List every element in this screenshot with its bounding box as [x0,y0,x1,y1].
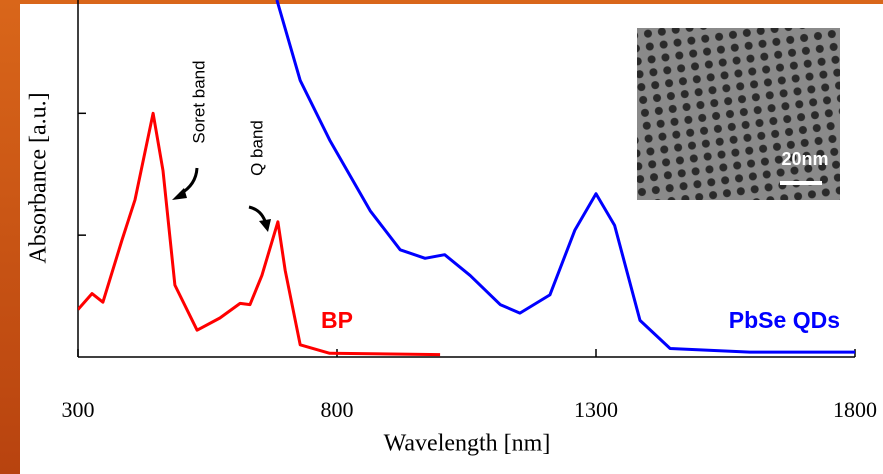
series-line [78,111,441,357]
slide-edge [0,0,20,474]
annotation: Q band [247,120,266,176]
y-axis-title: Absorbance [a.u.] [26,92,52,263]
x-tick-label: 1300 [574,397,618,422]
series-label: PbSe QDs [729,307,840,333]
x-tick-label: 1800 [833,397,877,422]
x-tick-label: 300 [62,397,95,422]
x-tick-label: 800 [321,397,354,422]
slide-edge-top [0,0,883,4]
arrow-heads [172,188,271,232]
series-line [275,0,855,354]
x-axis-title: Wavelength [nm] [384,431,551,457]
annotation: Soret band [189,60,208,143]
inset-image [637,28,840,200]
inset-label: 20nm [781,149,828,169]
series-label: BP [321,307,353,333]
